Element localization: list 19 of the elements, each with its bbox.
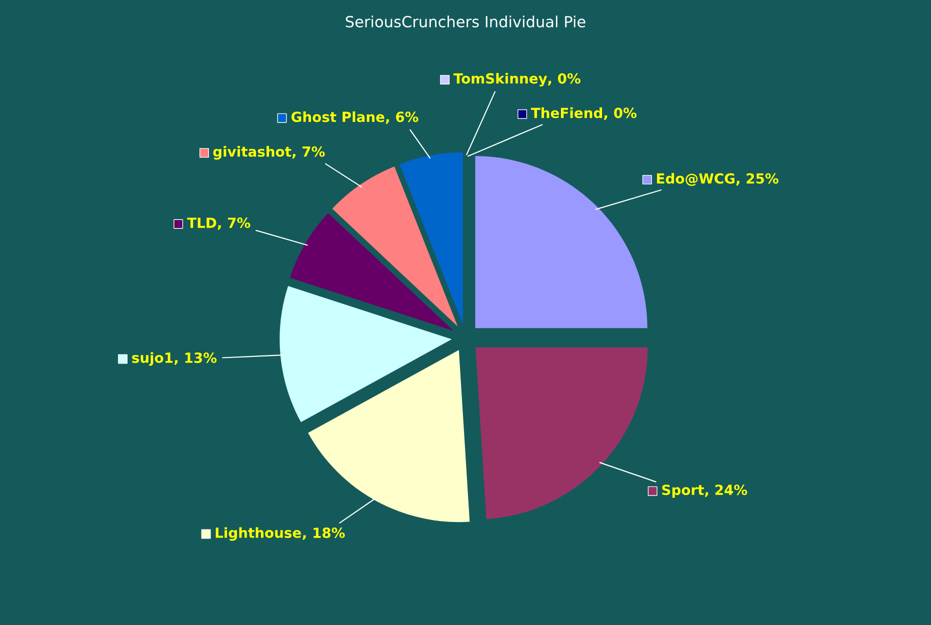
text: , 0% xyxy=(548,73,580,86)
legend-label: Edo@WCG xyxy=(657,172,735,186)
legend-label: TheFiend xyxy=(530,107,602,118)
data-label: , 18% xyxy=(302,528,345,540)
data-label: , 13% xyxy=(174,352,217,365)
legend-label: Lighthouse xyxy=(216,527,301,541)
legend-label: Ghost Plane xyxy=(291,111,384,122)
legend-label: givitashot xyxy=(213,146,292,160)
data-label: , 7% xyxy=(292,146,325,159)
text: , 0% xyxy=(604,108,637,120)
legend-label: sujo1 xyxy=(132,352,173,366)
data-label: , 6% xyxy=(386,112,418,124)
legend-label: TomSkinney xyxy=(454,72,548,86)
data-label: , 7% xyxy=(218,218,250,230)
data-label: , 25% xyxy=(736,173,778,186)
chart-title: SeriousCrunchers Individual Pie xyxy=(346,16,586,28)
legend-label: Sport xyxy=(662,484,704,498)
legend-label: TLD xyxy=(187,218,216,228)
data-label: , 24% xyxy=(704,484,748,497)
